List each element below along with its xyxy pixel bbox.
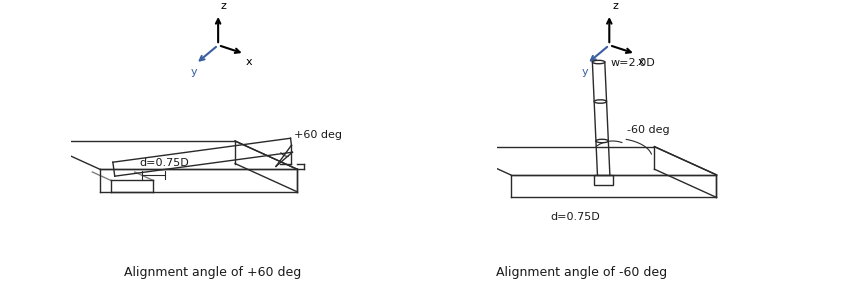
Text: z: z	[612, 1, 618, 11]
Text: d=0.75D: d=0.75D	[139, 158, 189, 168]
Ellipse shape	[592, 60, 605, 64]
Text: -60 deg: -60 deg	[626, 125, 670, 135]
Text: x: x	[638, 57, 643, 67]
Ellipse shape	[596, 139, 609, 143]
Text: +60 deg: +60 deg	[294, 130, 343, 140]
Ellipse shape	[594, 100, 607, 103]
Text: y: y	[191, 67, 197, 77]
Text: z: z	[221, 1, 227, 11]
Text: Alignment angle of -60 deg: Alignment angle of -60 deg	[496, 266, 667, 279]
Text: d=0.75D: d=0.75D	[550, 212, 600, 221]
Text: w=2.0D: w=2.0D	[610, 58, 655, 69]
Text: y: y	[582, 67, 589, 77]
Bar	[594, 175, 613, 185]
Text: Alignment angle of +60 deg: Alignment angle of +60 deg	[124, 266, 301, 279]
Text: x: x	[246, 57, 252, 67]
